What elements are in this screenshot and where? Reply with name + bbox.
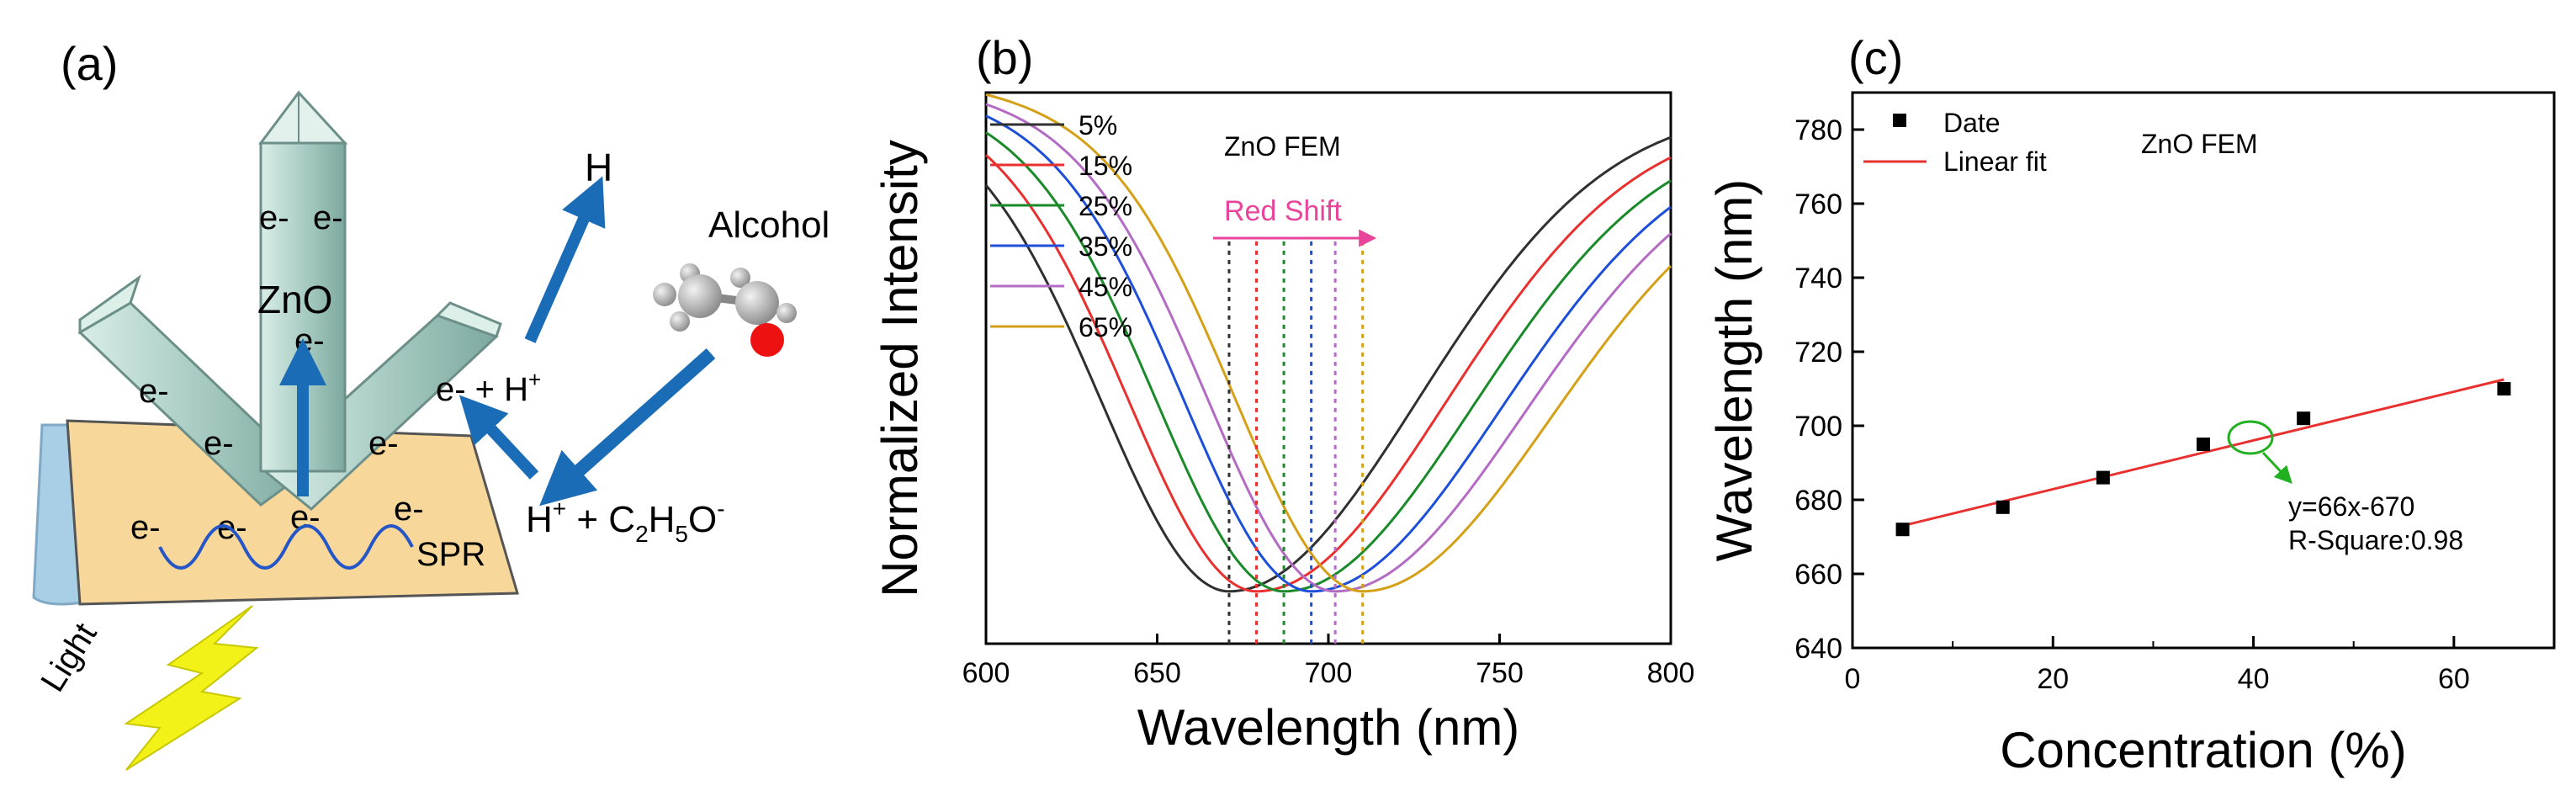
alcohol-label: Alcohol: [708, 204, 830, 246]
legend-label: 45%: [1079, 272, 1132, 302]
spectrum-line-45pct: [985, 103, 1672, 593]
panel-a-label: (a): [61, 37, 118, 90]
svg-text:H+ + C2H5O-: H+ + C2H5O-: [526, 496, 725, 547]
spectrum-line-65pct: [985, 93, 1672, 593]
panel-a-schematic: (a) e- e- ZnO e- e- e- e- e- + H+ e-: [32, 37, 830, 771]
x-tick-label: 60: [2438, 663, 2470, 695]
chart-annotation: ZnO FEM: [2141, 129, 2258, 159]
y-tick-label: 700: [1794, 411, 1842, 443]
spr-label: SPR: [416, 536, 485, 573]
electron-label: e-: [394, 491, 424, 528]
y-tick-label: 640: [1794, 633, 1842, 665]
y-tick-label: 680: [1794, 485, 1842, 517]
y-axis-title: Wavelength (nm): [1706, 179, 1762, 562]
x-tick-label: 600: [962, 657, 1010, 689]
electron-label: e-: [294, 322, 325, 359]
plot-frame: [1851, 91, 2556, 650]
x-tick-label: 800: [1647, 657, 1695, 689]
legend-label: 15%: [1079, 151, 1132, 181]
x-tick-label: 750: [1476, 657, 1524, 689]
panel-b-label: (b): [976, 31, 1033, 84]
data-point: [2197, 438, 2210, 451]
data-point: [1895, 523, 1910, 537]
x-tick-label: 700: [1305, 657, 1353, 689]
light-label: Light: [34, 617, 103, 698]
lightning-icon: [124, 605, 259, 771]
panel-c-label: (c): [1848, 31, 1903, 84]
x-axis: 600 650 700 750 800: [962, 634, 1695, 689]
y-tick-label: 760: [1794, 188, 1842, 220]
y-tick-label: 660: [1794, 559, 1842, 591]
data-points: [1895, 382, 2511, 537]
red-shift-label: Red Shift: [1224, 195, 1342, 227]
x-tick-label: 40: [2238, 663, 2270, 695]
ethanol-molecule-icon: [653, 263, 797, 357]
electron-label: e-: [313, 199, 343, 236]
panel-c-chart: (c) 0 20 40 60 640 660 680 700 720 740 760 780 Date…: [1706, 31, 2556, 778]
fit-highlight-ellipse: [2227, 420, 2274, 455]
electron-label: e-: [139, 373, 169, 410]
alcohol-adsorption-arrow: [539, 348, 716, 507]
legend-label: 5%: [1079, 110, 1117, 141]
electron-label: e-: [368, 425, 399, 462]
electron-label: e-: [130, 509, 161, 546]
fit-annotation-arrow: [2261, 451, 2292, 485]
spectrum-line-5pct: [984, 135, 1672, 593]
hydrogen-release-arrow: [524, 176, 606, 343]
data-point: [2297, 411, 2311, 426]
spr-wave: [158, 524, 414, 570]
y-axis-title: Normalized Intensity: [872, 140, 928, 597]
legend-marker-date: [1893, 114, 1906, 127]
zno-label: ZnO: [257, 278, 332, 321]
legend-label: 35%: [1079, 231, 1132, 262]
electron-label: e-: [204, 425, 234, 462]
reaction-label: H+ + C2H5O-: [526, 496, 725, 547]
fit-equation: y=66x-670: [2288, 491, 2414, 522]
electron-label: e-: [259, 199, 289, 236]
r-square: R-Square:0.98: [2288, 525, 2463, 555]
svg-text:e- + H+: e- + H+: [436, 367, 541, 408]
hplus-label-left: e- + H+: [436, 367, 541, 408]
x-axis-title: Concentration (%): [2000, 722, 2407, 778]
spectrum-line-25pct: [985, 131, 1672, 593]
proton-arrow: [458, 395, 539, 480]
panel-b-chart: (b) 600 650 700 750 800 5% 15% 25% 35% 45% 65% Zn…: [872, 31, 1694, 756]
legend-label-date: Date: [1943, 108, 2001, 138]
x-tick-label: 20: [2037, 663, 2069, 695]
y-tick-label: 720: [1794, 337, 1842, 369]
data-point: [2096, 470, 2110, 485]
y-tick-label: 780: [1794, 114, 1842, 146]
x-tick-label: 0: [1845, 663, 1861, 695]
spectra: [984, 93, 1672, 593]
axes: 0 20 40 60 640 660 680 700 720 740 760 780: [1794, 114, 2470, 695]
x-tick-label: 650: [1133, 657, 1181, 689]
hydrogen-label: H: [585, 146, 612, 189]
spectrum-line-15pct: [984, 154, 1672, 593]
y-tick-label: 740: [1794, 263, 1842, 295]
x-axis-title: Wavelength (nm): [1137, 699, 1520, 756]
data-point: [2497, 382, 2511, 395]
spectrum-line-35pct: [985, 114, 1672, 593]
data-point: [1996, 500, 2010, 514]
legend-label: 25%: [1079, 191, 1132, 221]
legend-label-fit: Linear fit: [1943, 146, 2047, 177]
legend: 5% 15% 25% 35% 45% 65%: [990, 110, 1132, 342]
chart-annotation: ZnO FEM: [1224, 131, 1341, 162]
legend-label: 65%: [1079, 312, 1132, 342]
resonance-markers: [1227, 241, 1365, 644]
zno-central-column: [258, 90, 348, 473]
